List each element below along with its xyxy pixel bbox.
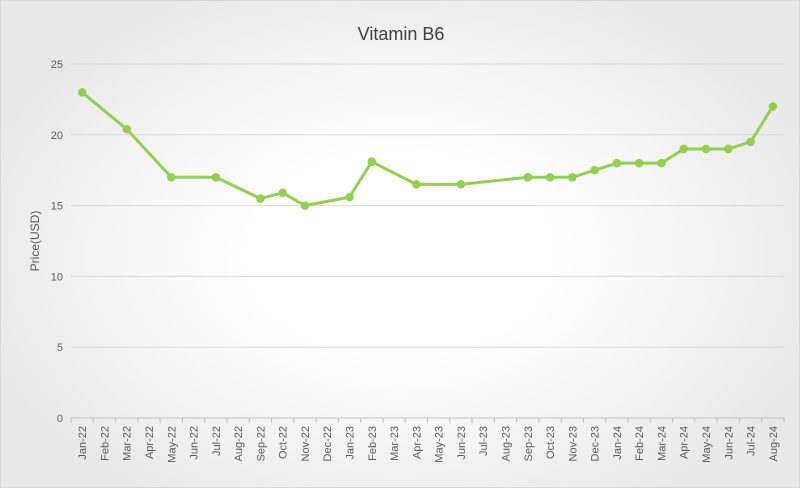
data-point — [545, 172, 555, 182]
data-point — [590, 165, 599, 175]
x-tick-label: Aug-22 — [233, 426, 245, 461]
data-point — [723, 144, 733, 154]
y-tick-label: 20 — [51, 130, 63, 142]
x-tick-label: Mar-22 — [122, 426, 134, 461]
data-point — [122, 124, 132, 134]
x-tick-label: Apr-22 — [144, 426, 156, 459]
x-tick-label: Mar-23 — [389, 426, 401, 461]
series-line-layer — [80, 90, 775, 208]
data-markers — [77, 88, 778, 210]
data-point — [345, 192, 354, 202]
data-point — [701, 144, 711, 154]
x-tick-label: Dec-23 — [590, 426, 602, 461]
data-point — [523, 172, 533, 182]
x-tick-label: Jul-24 — [746, 426, 758, 456]
x-tick-label: Dec-22 — [322, 426, 334, 461]
data-point — [412, 180, 421, 189]
x-tick-label: Aug-23 — [500, 426, 512, 461]
axes: 0 5 10 15 20 25 Jan-22 Feb-22 Mar-22 Apr-22 May-22… — [51, 59, 785, 463]
data-point — [679, 144, 689, 154]
x-tick-label: Oct-23 — [545, 426, 557, 459]
y-axis-label: Price(USD) — [28, 211, 42, 272]
data-point — [746, 137, 755, 147]
y-tick-label: 0 — [57, 413, 63, 425]
x-tick-label: Jun-24 — [723, 426, 735, 460]
y-tick-label: 25 — [51, 59, 63, 71]
data-point — [211, 172, 221, 182]
data-point — [634, 158, 644, 168]
y-tick-label: 10 — [51, 271, 63, 283]
x-tick-label: Apr-24 — [679, 426, 691, 459]
x-tick-label: Feb-23 — [367, 426, 379, 461]
x-tick-label: Jan-22 — [77, 426, 89, 460]
data-point — [367, 157, 377, 167]
x-tick-label: Apr-23 — [411, 426, 423, 459]
data-point — [768, 102, 778, 111]
data-point — [256, 194, 265, 203]
data-point — [657, 158, 666, 168]
chart-title: Vitamin B6 — [358, 24, 445, 44]
x-tick-label: Jun-22 — [189, 426, 201, 460]
data-point — [77, 88, 87, 97]
gridlines — [71, 63, 784, 348]
x-tick-label: Sep-22 — [255, 426, 267, 461]
x-tick-label: Aug-24 — [768, 426, 780, 461]
x-tick-label: Jan-23 — [345, 426, 357, 460]
x-tick-label: Jul-23 — [478, 426, 490, 456]
x-tick-label: Feb-22 — [99, 426, 111, 461]
x-tick-label: Mar-24 — [656, 426, 668, 461]
x-tick-label: Oct-22 — [278, 426, 290, 459]
x-tick-label: May-22 — [166, 426, 178, 463]
data-point — [612, 158, 622, 168]
data-point — [166, 172, 176, 182]
x-tick-label: Jan-24 — [612, 426, 624, 460]
x-tick-label: Sep-23 — [523, 426, 535, 461]
y-tick-label: 15 — [51, 201, 63, 213]
data-point — [456, 180, 466, 189]
x-tick-label: Nov-22 — [300, 426, 312, 461]
y-tick-label: 5 — [57, 342, 63, 354]
x-tick-label: May-24 — [701, 426, 713, 463]
x-tick-label: May-23 — [434, 426, 446, 463]
x-tick-label: Jun-23 — [456, 426, 468, 460]
data-point — [300, 201, 310, 210]
data-point — [568, 172, 577, 182]
x-tick-label: Jul-22 — [211, 426, 223, 456]
x-tick-label: Nov-23 — [567, 426, 579, 461]
data-point — [278, 188, 287, 198]
series-line — [80, 90, 775, 208]
x-tick-label: Feb-24 — [634, 426, 646, 461]
